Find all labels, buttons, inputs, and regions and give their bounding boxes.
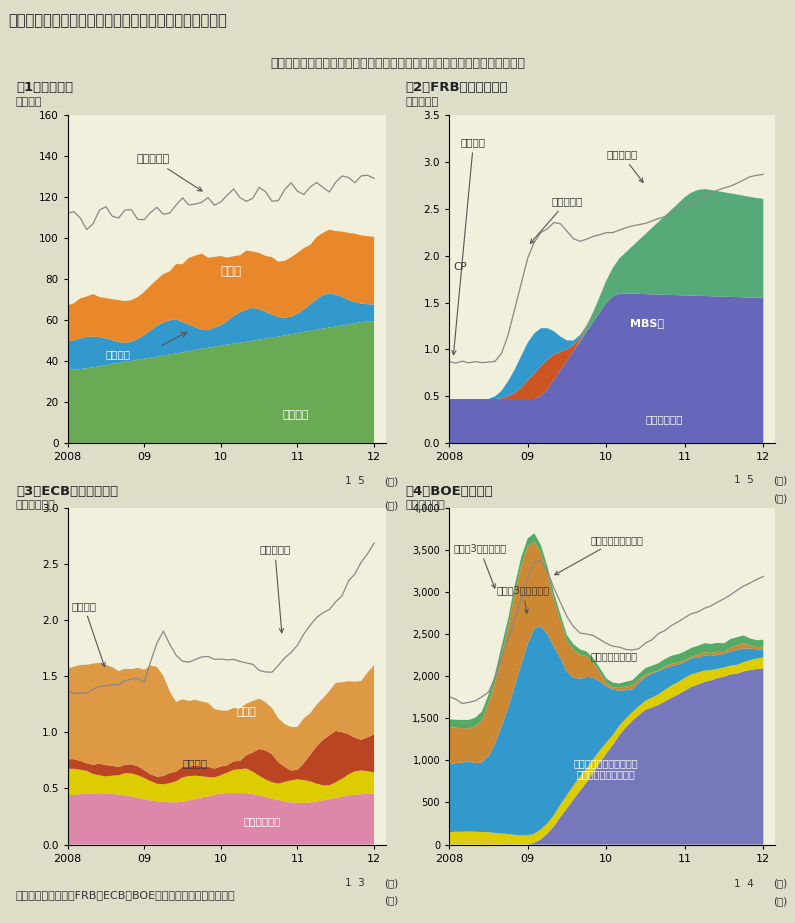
Text: 1  5: 1 5 <box>345 476 365 486</box>
Text: （3）ECB（ユーロ圈）: （3）ECB（ユーロ圈） <box>16 485 118 497</box>
Text: 長期国債: 長期国債 <box>282 411 308 421</box>
Text: MBS等: MBS等 <box>630 318 664 328</box>
Text: （1）日本銀行: （1）日本銀行 <box>16 81 73 94</box>
Text: （2）FRB（アメリカ）: （2）FRB（アメリカ） <box>405 81 508 94</box>
Text: 国債等: 国債等 <box>236 707 256 717</box>
Text: 貸出金: 貸出金 <box>221 265 242 278</box>
Text: 外貨資産・その他: 外貨資産・その他 <box>591 652 638 661</box>
Text: (月): (月) <box>384 476 398 486</box>
Text: その他資産: その他資産 <box>137 154 202 191</box>
Text: 月次オペ: 月次オペ <box>183 758 207 768</box>
Text: （兆ドル）: （兆ドル） <box>405 97 439 107</box>
Text: 週次オペ: 週次オペ <box>72 601 105 666</box>
Text: (年): (年) <box>384 895 398 905</box>
Text: 短期国債: 短期国債 <box>106 349 131 359</box>
Text: 対政府貸付・国債等: 対政府貸付・国債等 <box>555 535 643 575</box>
Text: 1  3: 1 3 <box>345 878 365 888</box>
Text: (年): (年) <box>774 896 788 906</box>
Text: 金・外貨資産: 金・外貨資産 <box>244 816 281 826</box>
Text: 短期国債: 短期国債 <box>452 138 486 354</box>
Text: （兆ユーロ）: （兆ユーロ） <box>16 500 56 510</box>
Text: その他資産: その他資産 <box>259 545 290 633</box>
Text: （億ポンド）: （億ポンド） <box>405 500 445 510</box>
Text: （兆円）: （兆円） <box>16 97 42 107</box>
Text: その他貸出: その他貸出 <box>530 197 583 244</box>
Text: オペ（3か月未満）: オペ（3か月未満） <box>453 544 506 588</box>
Text: オペ（3か月以上）: オペ（3か月以上） <box>496 585 549 613</box>
Text: 中・長期国債: 中・長期国債 <box>646 414 683 425</box>
Text: (月): (月) <box>774 879 788 889</box>
Text: （備考）日本銀行、FRB、ECB、BOEにより作成。資産サイド。: （備考）日本銀行、FRB、ECB、BOEにより作成。資産サイド。 <box>16 890 235 900</box>
Text: 資産買い取りプログラム
で買い取られた国債等: 資産買い取りプログラム で買い取られた国債等 <box>574 758 638 780</box>
Text: 1  5: 1 5 <box>734 475 754 485</box>
Text: (年): (年) <box>384 500 398 510</box>
Text: (月): (月) <box>384 878 398 888</box>
Text: その他資産: その他資産 <box>607 150 643 183</box>
Text: （4）BOE（英国）: （4）BOE（英国） <box>405 485 493 497</box>
Text: (月): (月) <box>774 475 788 485</box>
Text: 1  4: 1 4 <box>734 879 754 889</box>
Text: (年): (年) <box>774 493 788 503</box>
Text: リーマンショック以降、国債等資産買入れ策により、バランスシートは拡大: リーマンショック以降、国債等資産買入れ策により、バランスシートは拡大 <box>270 57 525 70</box>
Text: CP: CP <box>453 262 467 272</box>
Text: 第３－１－９図　各国中央銀行のバランスシートの推移: 第３－１－９図 各国中央銀行のバランスシートの推移 <box>8 13 227 29</box>
